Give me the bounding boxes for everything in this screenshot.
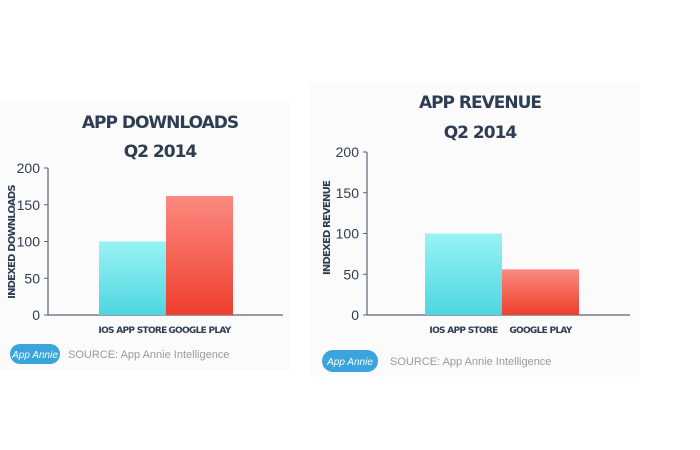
y-axis-label: INDEXED DOWNLOADS: [7, 185, 18, 299]
revenue-panel: [310, 82, 640, 377]
chart-subtitle: Q2 2014: [124, 142, 198, 162]
y-tick-label: 150: [17, 197, 41, 213]
source-note: SOURCE: App Annie Intelligence: [390, 356, 551, 368]
bar-ios: [99, 241, 166, 315]
y-tick-label: 0: [351, 307, 359, 323]
y-tick-label: 50: [24, 270, 40, 286]
y-tick-label: 100: [336, 226, 360, 242]
x-category-label: IOS APP STORE: [429, 326, 498, 336]
y-tick-label: 50: [343, 266, 359, 282]
downloads-chart: APP DOWNLOADS Q2 2014 INDEXED DOWNLOADS …: [7, 113, 283, 364]
y-axis-label: INDEXED REVENUE: [322, 180, 333, 275]
y-tick-label: 200: [336, 144, 360, 160]
x-category-label: GOOGLE PLAY: [509, 326, 573, 336]
y-tick-label: 0: [32, 307, 40, 323]
chart-title: APP DOWNLOADS: [82, 113, 238, 133]
bar-google-play: [502, 269, 579, 315]
x-category-label: GOOGLE PLAY: [168, 326, 232, 336]
bar-google-play: [166, 195, 233, 315]
y-tick-label: 200: [17, 160, 41, 176]
app-annie-logo-text: App Annie: [326, 357, 373, 368]
revenue-chart: APP REVENUE Q2 2014 INDEXED REVENUE 0 50 1…: [322, 93, 630, 372]
chart-subtitle: Q2 2014: [444, 123, 518, 143]
app-annie-logo-text: App Annie: [11, 350, 58, 361]
app-annie-logo: [10, 344, 60, 364]
chart-title: APP REVENUE: [419, 93, 541, 113]
app-annie-logo: [322, 350, 378, 372]
bar-ios: [425, 233, 502, 315]
source-note: SOURCE: App Annie Intelligence: [68, 349, 229, 361]
x-category-label: IOS APP STORE: [98, 326, 167, 336]
y-tick-label: 150: [336, 185, 360, 201]
y-tick-label: 100: [17, 234, 41, 250]
